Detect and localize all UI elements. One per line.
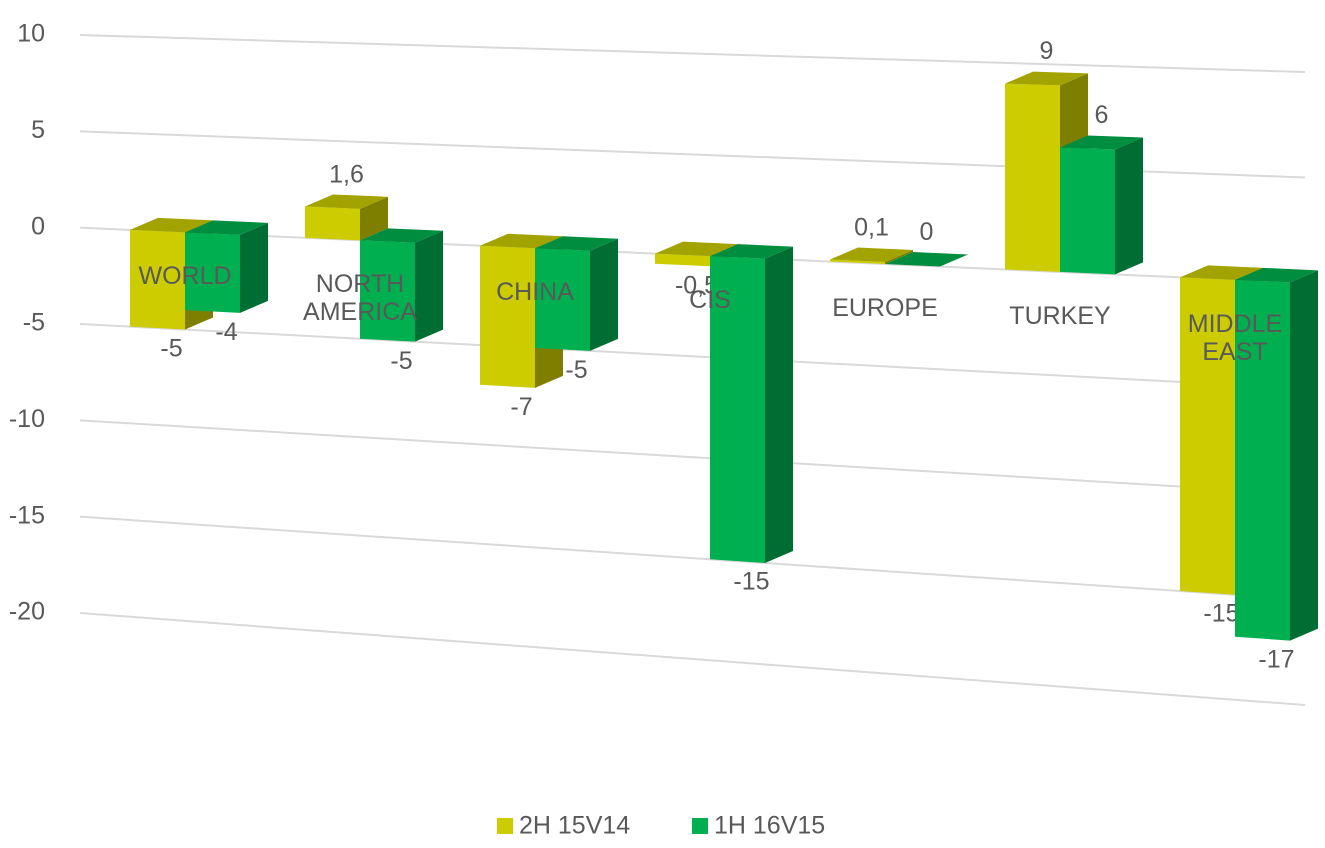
bar xyxy=(1235,279,1290,641)
bar xyxy=(130,229,185,330)
bar xyxy=(710,256,765,563)
x-tick-label: CIS xyxy=(689,286,731,315)
bar-side xyxy=(1115,137,1143,275)
bar xyxy=(185,232,240,313)
y-tick-label: -15 xyxy=(9,501,45,529)
bar-top xyxy=(655,241,738,257)
bar xyxy=(1180,277,1235,595)
data-label: -5 xyxy=(390,347,412,375)
data-label: 6 xyxy=(1095,101,1109,129)
bar-top xyxy=(710,244,793,259)
grid-line xyxy=(79,323,1306,390)
bar-side xyxy=(360,196,388,241)
bar xyxy=(1060,147,1115,275)
bar-side xyxy=(1290,270,1318,641)
x-tick-label: MIDDLE EAST xyxy=(1187,309,1283,366)
x-tick-label: WORLD xyxy=(138,262,232,291)
legend-swatch xyxy=(497,818,513,834)
bar xyxy=(830,259,885,265)
data-label: 1,6 xyxy=(329,160,364,188)
bar-side xyxy=(415,230,443,342)
bar-top xyxy=(130,217,213,233)
y-tick-label: 10 xyxy=(17,20,45,48)
data-label: -4 xyxy=(215,318,237,346)
bar xyxy=(480,245,535,388)
bar-top xyxy=(185,220,268,235)
data-label: -15 xyxy=(1203,600,1239,628)
data-label: 0 xyxy=(920,218,934,246)
bar-top xyxy=(830,247,913,262)
grid-line xyxy=(79,612,1306,706)
bar-side xyxy=(885,249,913,265)
bar-top xyxy=(305,194,388,209)
bar-side xyxy=(240,222,268,313)
bar xyxy=(1005,83,1060,272)
x-tick-label-box: CIS xyxy=(689,286,731,315)
legend-swatch xyxy=(692,818,708,834)
y-tick-label: -5 xyxy=(23,309,45,337)
legend-label: 1H 16V15 xyxy=(714,812,825,840)
grid-line xyxy=(79,515,1306,601)
bar-side xyxy=(590,238,618,351)
x-tick-label: NORTH AMERICA xyxy=(303,270,417,327)
bar-top xyxy=(1060,135,1143,150)
x-tick-label-box: NORTH AMERICA xyxy=(303,270,417,327)
bar-top xyxy=(1235,267,1318,283)
bar-top xyxy=(480,233,563,249)
y-tick-label: 0 xyxy=(31,212,45,240)
bar xyxy=(360,240,415,342)
bar-top xyxy=(535,236,618,251)
y-tick-label: -20 xyxy=(9,598,45,626)
bar-top xyxy=(1005,71,1088,86)
y-tick-label: 5 xyxy=(31,116,45,144)
x-tick-label-box: TURKEY xyxy=(1009,301,1111,330)
bar xyxy=(655,253,710,267)
data-label: 9 xyxy=(1040,37,1054,65)
bar-side xyxy=(765,246,793,563)
bar xyxy=(535,248,590,351)
x-tick-label-box: EUROPE xyxy=(832,294,938,323)
x-tick-label: CHINA xyxy=(496,278,574,307)
grid-line xyxy=(79,419,1306,495)
bar-top xyxy=(1180,265,1263,280)
bar-top xyxy=(885,252,968,267)
data-label: 0,1 xyxy=(854,213,889,241)
bar xyxy=(305,206,360,241)
grid-line xyxy=(79,34,1306,73)
data-label: -17 xyxy=(1258,645,1294,673)
legend-label: 2H 15V14 xyxy=(519,812,630,840)
x-tick-label-box: MIDDLE EAST xyxy=(1187,309,1283,366)
x-tick-label: EUROPE xyxy=(832,294,938,323)
data-label: -7 xyxy=(510,393,532,421)
y-tick-label: -10 xyxy=(9,405,45,433)
x-tick-label-box: WORLD xyxy=(138,262,232,291)
x-tick-label: TURKEY xyxy=(1009,301,1111,330)
x-tick-label-box: CHINA xyxy=(496,278,574,307)
bar-top xyxy=(360,228,443,243)
data-label: -5 xyxy=(565,356,587,384)
data-label: -15 xyxy=(733,568,769,596)
data-label: -5 xyxy=(160,335,182,363)
